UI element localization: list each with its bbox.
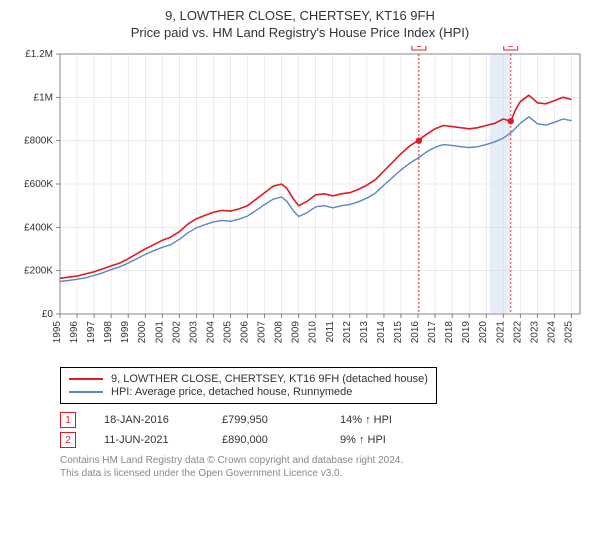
svg-text:1999: 1999 [120,321,131,344]
chart-container: 9, LOWTHER CLOSE, CHERTSEY, KT16 9FH Pri… [0,0,600,484]
event-date: 11-JUN-2021 [104,434,194,446]
legend-label-0: 9, LOWTHER CLOSE, CHERTSEY, KT16 9FH (de… [111,373,428,385]
svg-text:1996: 1996 [69,321,80,344]
title-line1: 9, LOWTHER CLOSE, CHERTSEY, KT16 9FH [10,8,590,23]
svg-text:2015: 2015 [393,321,404,344]
svg-text:2024: 2024 [546,321,557,344]
svg-text:2014: 2014 [376,321,387,344]
svg-text:2021: 2021 [495,321,506,344]
svg-text:2018: 2018 [444,321,455,344]
svg-text:2020: 2020 [478,321,489,344]
svg-text:£0: £0 [42,309,54,320]
chart: £0 £200K £400K £600K £800K £1M £1.2M 1995 1996 19… [10,46,590,361]
event-delta: 9% ↑ HPI [340,434,430,446]
svg-text:1995: 1995 [52,321,63,344]
svg-text:£600K: £600K [24,179,53,190]
svg-text:2017: 2017 [427,321,438,344]
svg-text:2019: 2019 [461,321,472,344]
event-delta: 14% ↑ HPI [340,414,430,426]
legend: 9, LOWTHER CLOSE, CHERTSEY, KT16 9FH (de… [60,367,437,404]
svg-text:2006: 2006 [240,321,251,344]
svg-text:2016: 2016 [410,321,421,344]
svg-text:£1M: £1M [34,92,53,103]
event-marker-2: 2 [60,432,76,448]
svg-text:2009: 2009 [291,321,302,344]
svg-text:2004: 2004 [205,321,216,344]
event-date: 18-JAN-2016 [104,414,194,426]
svg-text:£1.2M: £1.2M [25,49,53,60]
legend-row: HPI: Average price, detached house, Runn… [69,386,428,398]
events: 1 18-JAN-2016 £799,950 14% ↑ HPI 2 11-JU… [60,412,590,448]
svg-text:1997: 1997 [86,321,97,344]
event-price: £799,950 [222,414,312,426]
svg-text:2013: 2013 [359,321,370,344]
svg-text:1: 1 [416,46,422,50]
svg-text:2001: 2001 [154,321,165,344]
chart-svg: £0 £200K £400K £600K £800K £1M £1.2M 1995 1996 19… [10,46,590,356]
footer-line1: Contains HM Land Registry data © Crown c… [60,454,590,467]
svg-text:2005: 2005 [222,321,233,344]
svg-text:2010: 2010 [308,321,319,344]
svg-text:2: 2 [508,46,514,50]
svg-text:2012: 2012 [342,321,353,344]
svg-text:2011: 2011 [325,321,336,343]
legend-row: 9, LOWTHER CLOSE, CHERTSEY, KT16 9FH (de… [69,373,428,385]
event-price: £890,000 [222,434,312,446]
svg-text:£400K: £400K [24,222,53,233]
svg-text:2003: 2003 [188,321,199,344]
footer-line2: This data is licensed under the Open Gov… [60,467,590,480]
svg-text:2002: 2002 [171,321,182,344]
svg-text:2022: 2022 [512,321,523,344]
event-row: 1 18-JAN-2016 £799,950 14% ↑ HPI [60,412,590,428]
title-line2: Price paid vs. HM Land Registry's House … [10,25,590,40]
event-row: 2 11-JUN-2021 £890,000 9% ↑ HPI [60,432,590,448]
event-marker-1: 1 [60,412,76,428]
svg-text:1998: 1998 [103,321,114,344]
legend-swatch-1 [69,391,103,393]
svg-text:2000: 2000 [137,321,148,344]
svg-text:2025: 2025 [563,321,574,344]
svg-text:2007: 2007 [257,321,268,344]
svg-text:2008: 2008 [274,321,285,344]
legend-swatch-0 [69,378,103,380]
titles: 9, LOWTHER CLOSE, CHERTSEY, KT16 9FH Pri… [10,8,590,40]
svg-text:2023: 2023 [529,321,540,344]
footer: Contains HM Land Registry data © Crown c… [60,454,590,480]
legend-label-1: HPI: Average price, detached house, Runn… [111,386,352,398]
svg-text:£800K: £800K [24,136,53,147]
svg-text:£200K: £200K [24,266,53,277]
